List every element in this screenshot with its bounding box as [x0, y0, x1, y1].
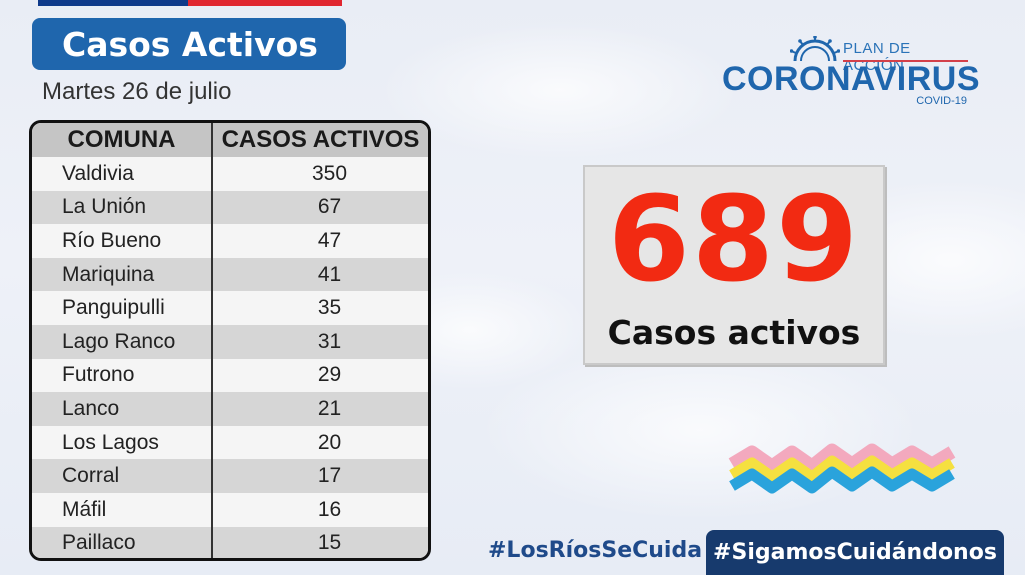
table-row: Valdivia 350 [32, 157, 428, 191]
date-label: Martes 26 de julio [42, 78, 232, 105]
table-row: Lago Ranco 31 [32, 324, 428, 359]
cell-comuna: Paillaco [32, 526, 213, 558]
cell-casos: 47 [213, 224, 428, 258]
cell-casos: 15 [213, 526, 428, 558]
table-row: Corral 17 [32, 459, 428, 493]
cell-casos: 67 [213, 190, 428, 225]
coronavirus-logo: PLAN DE ACCIÓN CORONAVIRUS COVID-19 [722, 32, 980, 112]
virus-icon [790, 36, 840, 62]
cell-comuna: La Unión [32, 190, 213, 225]
cell-casos: 21 [213, 392, 428, 426]
cell-comuna: Lanco [32, 392, 213, 426]
cell-comuna: Lago Ranco [32, 324, 213, 359]
cell-comuna: Mariquina [32, 257, 213, 292]
table-row: Panguipulli 35 [32, 291, 428, 325]
cell-comuna: Futrono [32, 358, 213, 393]
cell-comuna: Los Lagos [32, 425, 213, 460]
cell-casos: 17 [213, 459, 428, 493]
table-row: Río Bueno 47 [32, 224, 428, 258]
cell-casos: 41 [213, 257, 428, 292]
cell-casos: 29 [213, 358, 428, 393]
table-row: Máfil 16 [32, 492, 428, 527]
campaign-hashtag: #SigamosCuidándonos [706, 530, 1004, 575]
cell-comuna: Máfil [32, 492, 213, 527]
page-title: Casos Activos [32, 18, 346, 70]
logo-name: CORONAVIRUS [722, 60, 980, 98]
cell-casos: 35 [213, 291, 428, 325]
flag-strip [38, 0, 342, 6]
cell-comuna: Río Bueno [32, 224, 213, 258]
table-row: Paillaco 15 [32, 526, 428, 558]
region-waves-graphic [728, 443, 956, 494]
table-row: La Unión 67 [32, 190, 428, 225]
table-row: Futrono 29 [32, 358, 428, 393]
region-hashtag: #LosRíosSeCuida [488, 538, 703, 563]
total-label: Casos activos [607, 313, 861, 352]
cell-comuna: Panguipulli [32, 291, 213, 325]
logo-sub: COVID-19 [916, 95, 967, 107]
table-row: Mariquina 41 [32, 257, 428, 292]
table-row: Lanco 21 [32, 392, 428, 426]
total-number: 689 [607, 170, 861, 308]
table-row: Los Lagos 20 [32, 425, 428, 460]
table-body: Valdivia 350 La Unión 67 Río Bueno 47 Mariquin… [32, 157, 428, 558]
cell-casos: 31 [213, 324, 428, 359]
header-comuna: COMUNA [32, 123, 213, 157]
cases-table: COMUNA CASOS ACTIVOS Valdivia 350 La Unión… [29, 120, 431, 561]
cell-comuna: Valdivia [32, 157, 213, 191]
cell-casos: 16 [213, 492, 428, 527]
table-header: COMUNA CASOS ACTIVOS [32, 123, 428, 157]
cell-comuna: Corral [32, 459, 213, 493]
cell-casos: 350 [213, 157, 428, 191]
header-casos: CASOS ACTIVOS [221, 126, 420, 153]
cell-casos: 20 [213, 425, 428, 460]
total-card: 689 Casos activos [583, 165, 885, 365]
logo-underline [843, 60, 968, 62]
